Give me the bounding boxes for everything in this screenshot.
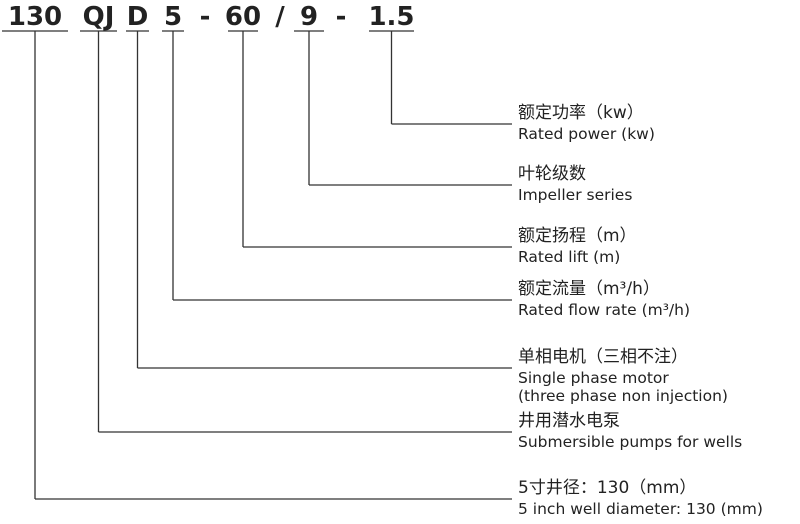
label-english: Single phase motor xyxy=(518,369,669,387)
label-chinese: 额定扬程（m） xyxy=(518,226,637,246)
code-part-5: 5 xyxy=(164,2,182,32)
label-english: Rated power (kw) xyxy=(518,125,655,143)
code-part-9: 9 xyxy=(300,2,318,32)
label-chinese: 单相电机（三相不注） xyxy=(518,347,688,367)
code-part-separator: - xyxy=(336,2,347,32)
label-english: Rated lift (m) xyxy=(518,248,620,266)
code-part-130: 130 xyxy=(8,2,62,32)
label-english: Submersible pumps for wells xyxy=(518,433,742,451)
label-chinese: 额定功率（kw） xyxy=(518,103,644,123)
label-english: Impeller series xyxy=(518,186,632,204)
label-chinese: 叶轮级数 xyxy=(518,164,586,184)
label-chinese: 5寸井径：130（mm） xyxy=(518,478,696,498)
code-part-separator: - xyxy=(200,2,211,32)
code-part-separator: / xyxy=(275,2,285,32)
code-part-D: D xyxy=(127,2,149,32)
label-english: (three phase non injection) xyxy=(518,387,728,405)
label-chinese: 额定流量（m³/h） xyxy=(518,279,660,299)
code-part-1.5: 1.5 xyxy=(368,2,414,32)
label-chinese: 井用潜水电泵 xyxy=(518,411,620,431)
code-part-60: 60 xyxy=(225,2,261,32)
label-english: Rated flow rate (m³/h) xyxy=(518,301,690,319)
label-english: 5 inch well diameter: 130 (mm) xyxy=(518,500,763,518)
code-part-QJ: QJ xyxy=(83,2,115,32)
